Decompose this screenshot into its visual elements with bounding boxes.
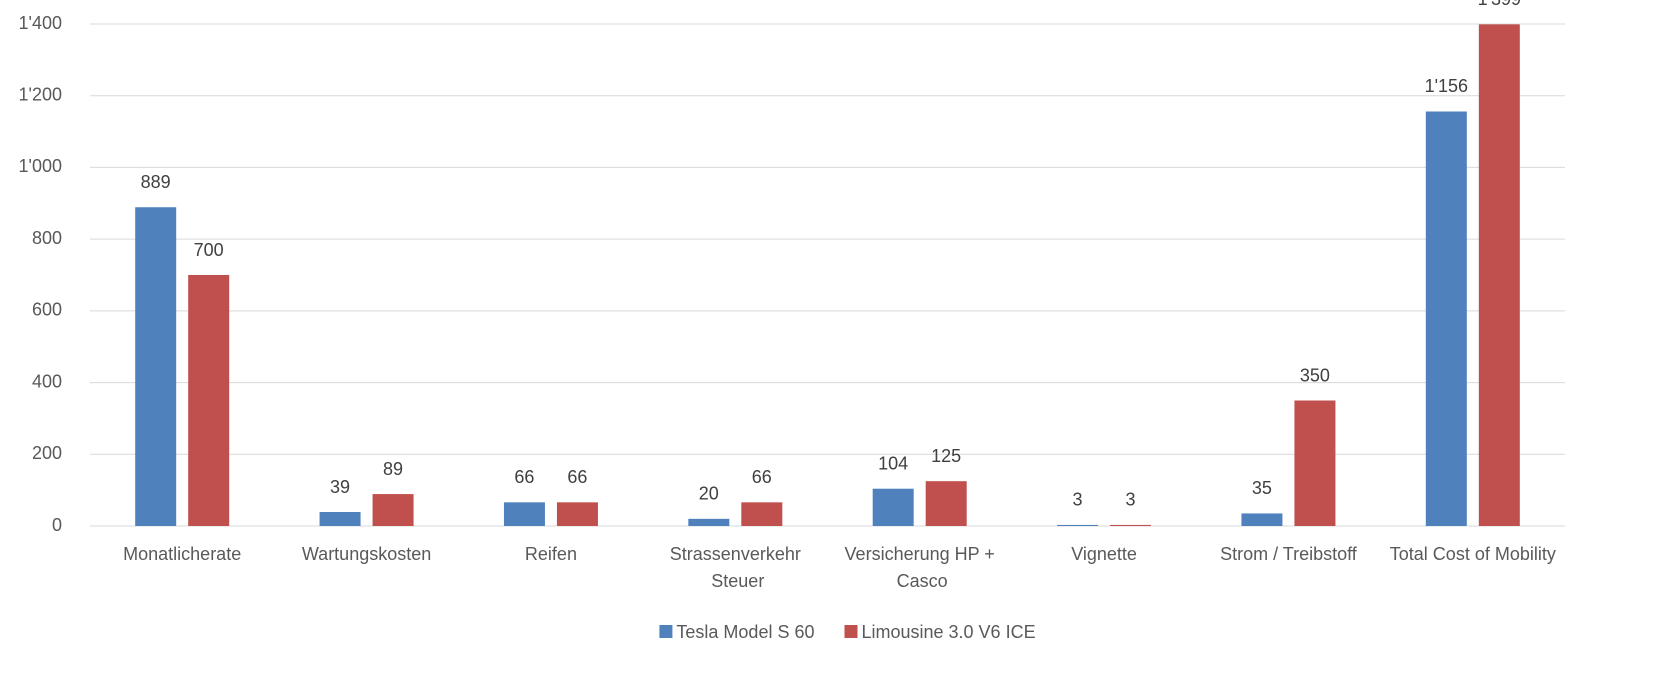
data-label: 700 [194,240,224,260]
data-label: 125 [931,446,961,466]
x-tick-label: Strom / Treibstoff [1220,544,1358,564]
data-label: 3 [1126,490,1136,510]
data-label: 89 [383,459,403,479]
bar [1478,24,1520,526]
data-label: 66 [752,467,772,487]
x-tick-label: Wartungskosten [302,544,431,564]
bar [372,494,414,526]
legend-label: Limousine 3.0 V6 ICE [861,622,1035,642]
x-tick-label: Versicherung HP + Casco [845,544,995,591]
legend-swatch [844,625,858,638]
bar [503,502,545,526]
y-tick-label: 800 [32,228,62,248]
bar [872,488,914,526]
legend-label: Tesla Model S 60 [676,622,814,642]
x-tick-label: Reifen [525,544,577,564]
bar [1425,111,1467,527]
bar [1110,524,1152,526]
data-label: 35 [1252,478,1272,498]
bar [135,207,177,527]
y-tick-label: 1'200 [19,84,62,104]
data-label: 1'399 [1478,0,1521,9]
data-label: 66 [514,467,534,487]
data-label: 104 [878,453,908,473]
bar [188,275,230,526]
y-tick-label: 1'400 [19,13,62,33]
y-tick-label: 600 [32,300,62,320]
x-tick-label: Monatlicherate [123,544,241,564]
data-label: 20 [699,484,719,504]
y-tick-label: 400 [32,371,62,391]
data-label: 3 [1073,490,1083,510]
data-label: 889 [141,172,171,192]
bar [1241,513,1283,526]
data-label: 1'156 [1425,76,1468,96]
y-tick-label: 1'000 [19,156,62,176]
x-tick-label: Total Cost of Mobility [1390,544,1556,564]
y-tick-label: 0 [52,515,62,535]
bar [925,481,967,526]
y-tick-label: 200 [32,443,62,463]
bar [556,502,598,526]
bar [741,502,783,526]
bar [1294,400,1336,526]
data-label: 350 [1300,365,1330,385]
x-tick-label: Strassenverkehr Steuer [670,544,801,591]
x-tick-label: Vignette [1071,544,1137,564]
data-label: 66 [567,467,587,487]
bar [1057,524,1099,526]
data-label: 39 [330,477,350,497]
legend-swatch [659,625,673,638]
bar [319,512,361,526]
bar [688,518,730,526]
